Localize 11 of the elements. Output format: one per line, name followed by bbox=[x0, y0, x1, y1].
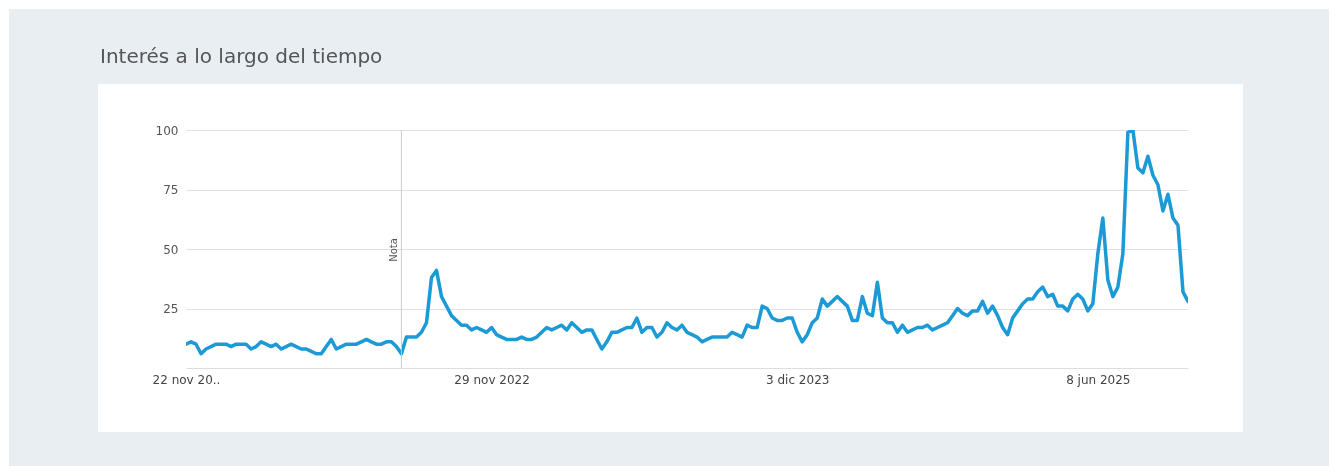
x-tick-label: 22 nov 20.. bbox=[152, 372, 221, 387]
y-tick-label: 75 bbox=[163, 183, 179, 197]
chart-title: Interés a lo largo del tiempo bbox=[100, 44, 383, 68]
x-tick-label: 3 dic 2023 bbox=[766, 372, 830, 387]
x-tick-label: 29 nov 2022 bbox=[454, 372, 530, 387]
y-tick-label: 100 bbox=[155, 123, 179, 138]
line-series bbox=[186, 130, 1188, 356]
annotation: Nota bbox=[388, 238, 400, 262]
y-tick-label: 50 bbox=[163, 242, 179, 257]
y-tick-label: 25 bbox=[163, 302, 179, 316]
x-tick-label: 8 jun 2025 bbox=[1066, 372, 1131, 387]
